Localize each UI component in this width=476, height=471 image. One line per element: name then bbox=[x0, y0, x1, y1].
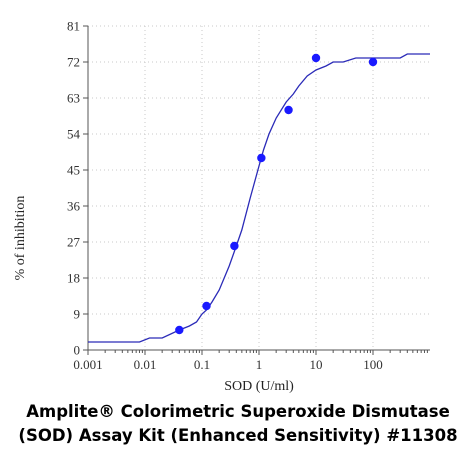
caption-line-2: (SOD) Assay Kit (Enhanced Sensitivity) #… bbox=[18, 426, 458, 445]
data-points bbox=[175, 53, 378, 335]
data-point bbox=[202, 301, 211, 311]
y-tick-label: 27 bbox=[67, 235, 81, 250]
y-ticks: 0 9 18 27 36 45 54 63 72 81 bbox=[67, 19, 88, 358]
y-tick-label: 9 bbox=[74, 307, 81, 322]
x-axis-title: SOD (U/ml) bbox=[224, 379, 294, 394]
chart: 0 9 18 27 36 45 54 63 72 81 0.001 0.01 0.1 1 10 100 SO… bbox=[13, 19, 430, 394]
grid-lines bbox=[88, 25, 430, 350]
y-axis-title: % of inhibition bbox=[13, 196, 28, 281]
x-tick-label: 100 bbox=[363, 357, 383, 372]
y-tick-label: 81 bbox=[67, 19, 80, 34]
y-tick-label: 18 bbox=[67, 271, 80, 286]
y-tick-label: 54 bbox=[67, 127, 81, 142]
x-tick-label: 10 bbox=[310, 357, 323, 372]
y-tick-label: 45 bbox=[67, 163, 80, 178]
y-tick-label: 72 bbox=[67, 55, 80, 70]
data-point bbox=[368, 57, 378, 67]
data-point bbox=[257, 153, 266, 163]
data-point bbox=[284, 105, 293, 115]
x-tick-label: 0.001 bbox=[73, 357, 102, 372]
figure-caption: Amplite® Colorimetric Superoxide Dismuta… bbox=[0, 400, 476, 448]
y-tick-label: 36 bbox=[67, 199, 81, 214]
data-point bbox=[230, 241, 239, 251]
y-tick-label: 63 bbox=[67, 91, 80, 106]
data-point bbox=[175, 325, 184, 335]
data-point bbox=[311, 53, 321, 63]
x-tick-label: 0.1 bbox=[194, 357, 210, 372]
x-ticks: 0.001 0.01 0.1 1 10 100 bbox=[73, 350, 428, 372]
x-tick-label: 1 bbox=[256, 357, 263, 372]
y-tick-label: 0 bbox=[74, 343, 81, 358]
x-tick-label: 0.01 bbox=[134, 357, 157, 372]
caption-line-1: Amplite® Colorimetric Superoxide Dismuta… bbox=[26, 402, 450, 421]
